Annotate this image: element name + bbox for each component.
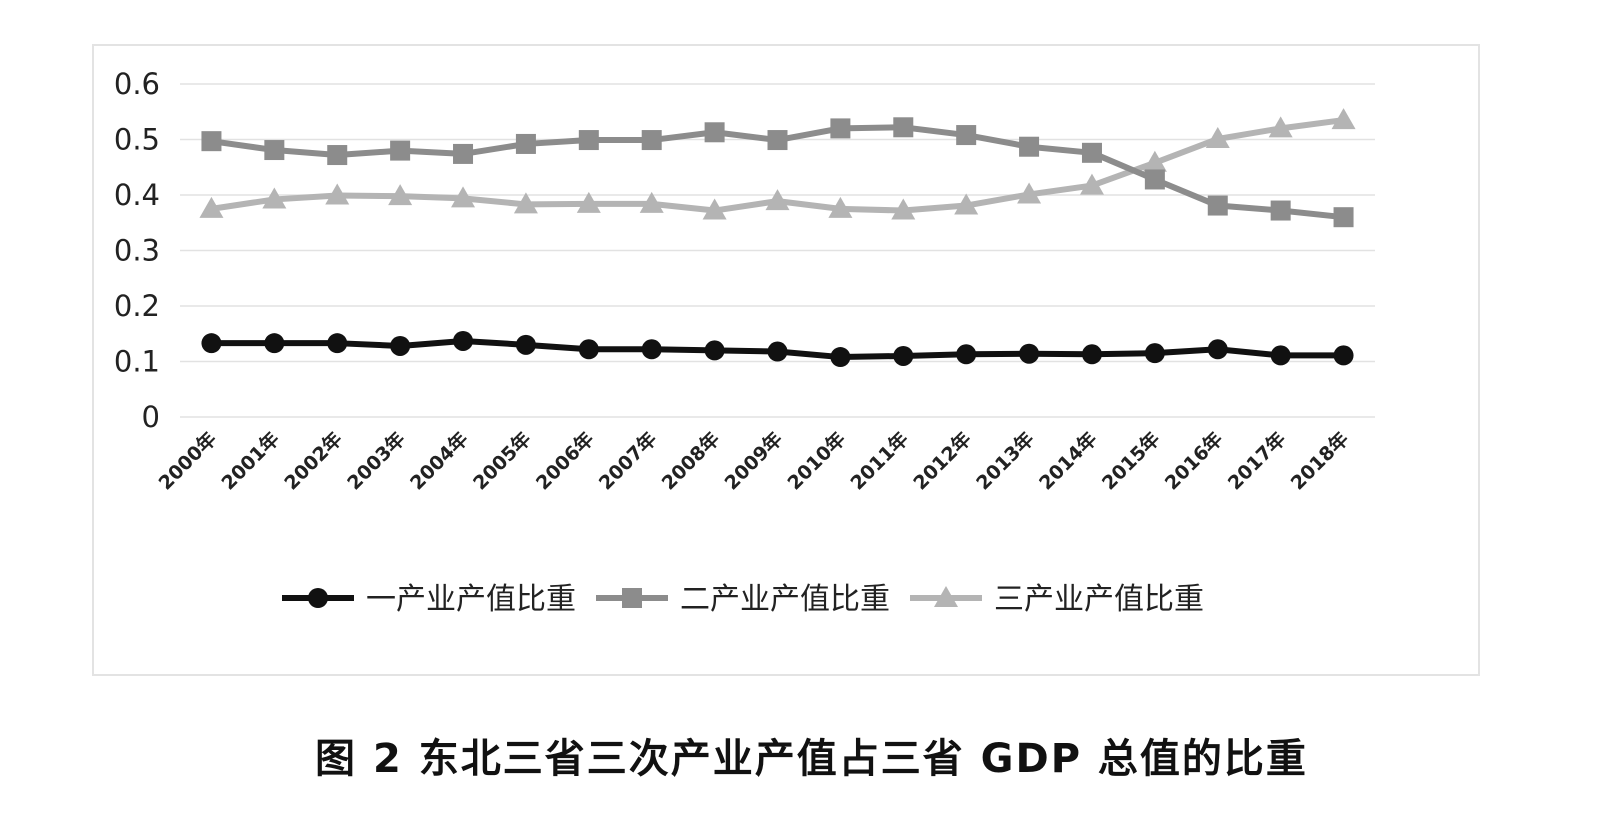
data-point-series-3 — [954, 193, 979, 215]
data-point-series-1 — [453, 330, 474, 351]
data-point-series-3 — [1079, 173, 1104, 195]
data-point-series-3 — [639, 191, 664, 213]
data-point-series-2 — [201, 131, 222, 152]
x-tick-label: 2007年 — [594, 427, 661, 494]
data-point-series-2 — [1144, 169, 1165, 190]
data-point-series-3 — [891, 198, 916, 220]
x-tick-label: 2010年 — [783, 427, 850, 494]
data-point-series-1 — [767, 341, 788, 362]
data-point-series-2 — [830, 118, 851, 139]
x-tick-label: 2001年 — [217, 427, 284, 494]
y-tick-label: 0.3 — [114, 234, 160, 268]
data-point-series-2 — [327, 145, 348, 166]
data-point-series-1 — [1270, 345, 1291, 366]
x-tick-label: 2017年 — [1223, 427, 1290, 494]
data-point-series-1 — [830, 347, 851, 368]
data-point-series-1 — [1333, 345, 1354, 366]
x-tick-label: 2011年 — [846, 427, 913, 494]
data-point-series-2 — [1019, 136, 1040, 157]
x-tick-label: 2000年 — [154, 427, 221, 494]
data-point-series-3 — [1205, 126, 1230, 148]
legend-label-series-1: 一产业产值比重 — [366, 582, 576, 617]
data-point-series-2 — [515, 133, 536, 154]
data-point-series-3 — [1142, 150, 1167, 172]
y-tick-label: 0 — [142, 400, 160, 434]
data-point-series-3 — [199, 196, 224, 218]
data-point-series-3 — [325, 183, 350, 205]
data-point-series-2 — [1270, 200, 1291, 221]
data-point-series-2 — [704, 122, 725, 143]
data-point-series-2 — [1207, 195, 1228, 216]
data-point-series-1 — [578, 339, 599, 360]
x-tick-label: 2003年 — [343, 427, 410, 494]
data-point-series-1 — [956, 344, 977, 365]
data-point-series-1 — [201, 333, 222, 354]
x-tick-label: 2002年 — [280, 427, 347, 494]
legend-label-series-2: 二产业产值比重 — [680, 582, 890, 617]
data-point-series-2 — [1333, 207, 1354, 228]
data-point-series-2 — [453, 143, 474, 164]
data-point-series-3 — [576, 191, 601, 213]
x-tick-label: 2015年 — [1097, 427, 1164, 494]
data-point-series-2 — [578, 130, 599, 151]
legend-marker-series-2 — [622, 588, 642, 608]
data-point-series-3 — [828, 196, 853, 218]
y-tick-label: 0.6 — [114, 67, 160, 101]
data-point-series-3 — [1268, 116, 1293, 138]
legend-marker-series-3 — [934, 586, 958, 607]
data-point-series-1 — [893, 345, 914, 366]
y-tick-label: 0.2 — [114, 289, 160, 323]
data-point-series-3 — [513, 192, 538, 214]
y-tick-label: 0.1 — [114, 345, 160, 379]
data-point-series-3 — [702, 198, 727, 220]
data-point-series-1 — [327, 333, 348, 354]
x-tick-label: 2008年 — [657, 427, 724, 494]
data-point-series-2 — [641, 130, 662, 151]
data-point-series-1 — [1081, 344, 1102, 365]
x-tick-label: 2014年 — [1034, 427, 1101, 494]
data-point-series-3 — [765, 189, 790, 211]
legend-label-series-3: 三产业产值比重 — [994, 582, 1204, 617]
data-point-series-2 — [390, 140, 411, 161]
y-tick-label: 0.4 — [114, 178, 160, 212]
data-point-series-3 — [1017, 182, 1042, 204]
data-point-series-1 — [264, 333, 285, 354]
data-point-series-3 — [262, 187, 287, 209]
x-tick-label: 2016年 — [1160, 427, 1227, 494]
data-point-series-2 — [956, 125, 977, 146]
data-point-series-1 — [1019, 343, 1040, 364]
data-point-series-1 — [1207, 339, 1228, 360]
data-point-series-2 — [767, 130, 788, 151]
x-tick-label: 2013年 — [972, 427, 1039, 494]
data-point-series-2 — [1081, 142, 1102, 163]
figure-caption: 图 2 东北三省三次产业产值占三省 GDP 总值的比重 — [315, 736, 1308, 782]
legend-marker-series-1 — [308, 588, 328, 608]
data-point-series-3 — [1331, 108, 1356, 130]
data-point-series-3 — [451, 186, 476, 208]
data-point-series-1 — [641, 339, 662, 360]
data-point-series-2 — [893, 117, 914, 138]
x-tick-label: 2009年 — [720, 427, 787, 494]
data-point-series-1 — [390, 335, 411, 356]
x-tick-label: 2004年 — [405, 427, 472, 494]
y-tick-label: 0.5 — [114, 123, 160, 157]
x-tick-label: 2005年 — [468, 427, 535, 494]
data-point-series-1 — [704, 340, 725, 361]
x-tick-label: 2006年 — [531, 427, 598, 494]
x-tick-label: 2012年 — [909, 427, 976, 494]
x-tick-label: 2018年 — [1286, 427, 1353, 494]
data-point-series-1 — [1144, 343, 1165, 364]
data-point-series-3 — [388, 184, 413, 206]
data-point-series-2 — [264, 140, 285, 161]
data-point-series-1 — [515, 334, 536, 355]
